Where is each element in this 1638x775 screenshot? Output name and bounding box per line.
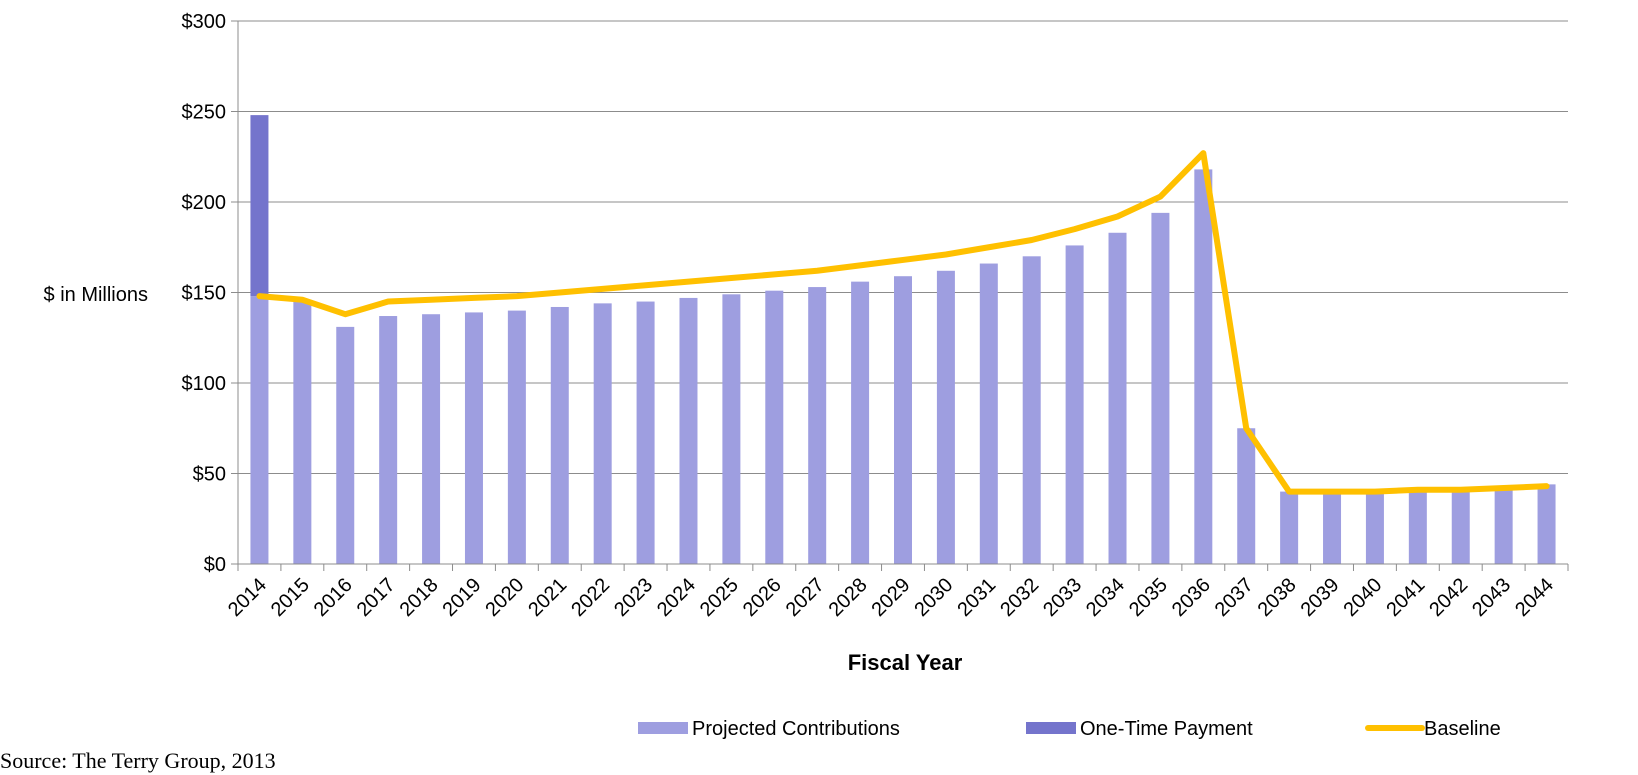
- x-tick-label: 2041: [1382, 574, 1429, 621]
- legend-swatch: [638, 722, 688, 734]
- x-tick-label: 2022: [567, 574, 614, 621]
- y-tick-label: $100: [182, 373, 227, 395]
- y-axis-ticks: $0 $50 $100 $150 $200 $250 $300: [182, 11, 238, 576]
- x-axis-label: Fiscal Year: [848, 650, 963, 675]
- x-tick-label: 2037: [1211, 574, 1258, 621]
- bar-projected-contributions: [336, 326, 355, 564]
- bar-projected-contributions: [379, 316, 398, 564]
- bar-projected-contributions: [636, 301, 655, 564]
- x-axis-ticks: 2014201520162017201820192020202120222023…: [224, 564, 1569, 621]
- y-tick-label: $250: [182, 102, 227, 124]
- x-tick-label: 2040: [1339, 574, 1386, 621]
- x-tick-label: 2033: [1039, 574, 1086, 621]
- x-tick-label: 2032: [996, 574, 1043, 621]
- y-tick-label: $150: [182, 283, 227, 305]
- x-tick-label: 2017: [353, 574, 400, 621]
- x-tick-label: 2043: [1468, 574, 1515, 621]
- bar-projected-contributions: [1451, 487, 1470, 564]
- x-tick-label: 2026: [739, 574, 786, 621]
- bar-projected-contributions: [1194, 169, 1213, 565]
- baseline-line: [256, 150, 1550, 495]
- bar-projected-contributions: [1323, 491, 1342, 564]
- legend: Projected Contributions One-Time Payment B…: [638, 718, 1501, 740]
- bar-projected-contributions: [1237, 428, 1256, 564]
- bar-projected-contributions: [1494, 487, 1513, 564]
- x-tick-label: 2024: [653, 574, 700, 621]
- x-tick-label: 2019: [438, 574, 485, 621]
- x-tick-label: 2042: [1425, 574, 1472, 621]
- x-tick-label: 2021: [524, 574, 571, 621]
- bar-projected-contributions: [979, 263, 998, 564]
- x-tick-label: 2038: [1254, 574, 1301, 621]
- y-tick-label: $0: [204, 554, 226, 576]
- x-tick-label: 2023: [610, 574, 657, 621]
- bar-projected-contributions: [1280, 491, 1299, 564]
- x-tick-label: 2030: [910, 574, 957, 621]
- x-tick-label: 2018: [396, 574, 443, 621]
- y-axis-label: $ in Millions: [44, 284, 148, 306]
- legend-swatch: [1026, 722, 1076, 734]
- x-tick-label: 2034: [1082, 574, 1129, 621]
- bar-projected-contributions: [593, 303, 612, 564]
- baseline-series-line: [256, 150, 1550, 495]
- bar-projected-contributions: [722, 294, 741, 564]
- axes: [237, 21, 1568, 565]
- x-tick-label: 2025: [696, 574, 743, 621]
- bar-projected-contributions: [250, 296, 269, 564]
- legend-label: Baseline: [1424, 718, 1501, 740]
- bar-projected-contributions: [936, 270, 955, 564]
- x-tick-label: 2014: [224, 574, 271, 621]
- bar-projected-contributions: [507, 310, 526, 564]
- legend-label: Projected Contributions: [692, 718, 900, 740]
- x-tick-label: 2020: [481, 574, 528, 621]
- bar-projected-contributions: [1365, 491, 1384, 564]
- x-tick-label: 2039: [1297, 574, 1344, 621]
- bar-projected-contributions: [894, 276, 912, 564]
- x-tick-label: 2027: [782, 574, 829, 621]
- source-note: Source: The Terry Group, 2013: [0, 748, 276, 773]
- bar-projected-contributions: [1151, 212, 1170, 565]
- bar-projected-contributions: [679, 297, 698, 564]
- x-tick-label: 2035: [1125, 574, 1172, 621]
- bar-one-time-payment: [250, 115, 269, 297]
- bar-projected-contributions: [851, 281, 870, 564]
- bar-projected-contributions: [1022, 256, 1041, 564]
- bar-projected-contributions: [808, 287, 827, 564]
- bar-projected-contributions: [1408, 489, 1427, 564]
- bar-projected-contributions: [293, 299, 312, 564]
- bar-projected-contributions: [1537, 484, 1556, 564]
- x-tick-label: 2028: [825, 574, 872, 621]
- bar-projected-contributions: [464, 312, 483, 564]
- x-tick-label: 2016: [310, 574, 357, 621]
- bar-projected-contributions: [1065, 245, 1084, 564]
- bar-projected-contributions: [765, 290, 784, 564]
- x-tick-label: 2044: [1511, 574, 1558, 621]
- x-tick-label: 2036: [1168, 574, 1215, 621]
- legend-label: One-Time Payment: [1080, 718, 1253, 740]
- bar-projected-contributions: [422, 314, 441, 564]
- x-tick-label: 2015: [267, 574, 314, 621]
- x-tick-label: 2031: [953, 574, 1000, 621]
- bar-projected-contributions: [1108, 232, 1127, 564]
- y-tick-label: $200: [182, 192, 227, 214]
- bars: [250, 115, 1556, 565]
- x-tick-label: 2029: [868, 574, 915, 621]
- bar-projected-contributions: [550, 306, 569, 564]
- y-tick-label: $50: [193, 464, 226, 486]
- y-tick-label: $300: [182, 11, 227, 33]
